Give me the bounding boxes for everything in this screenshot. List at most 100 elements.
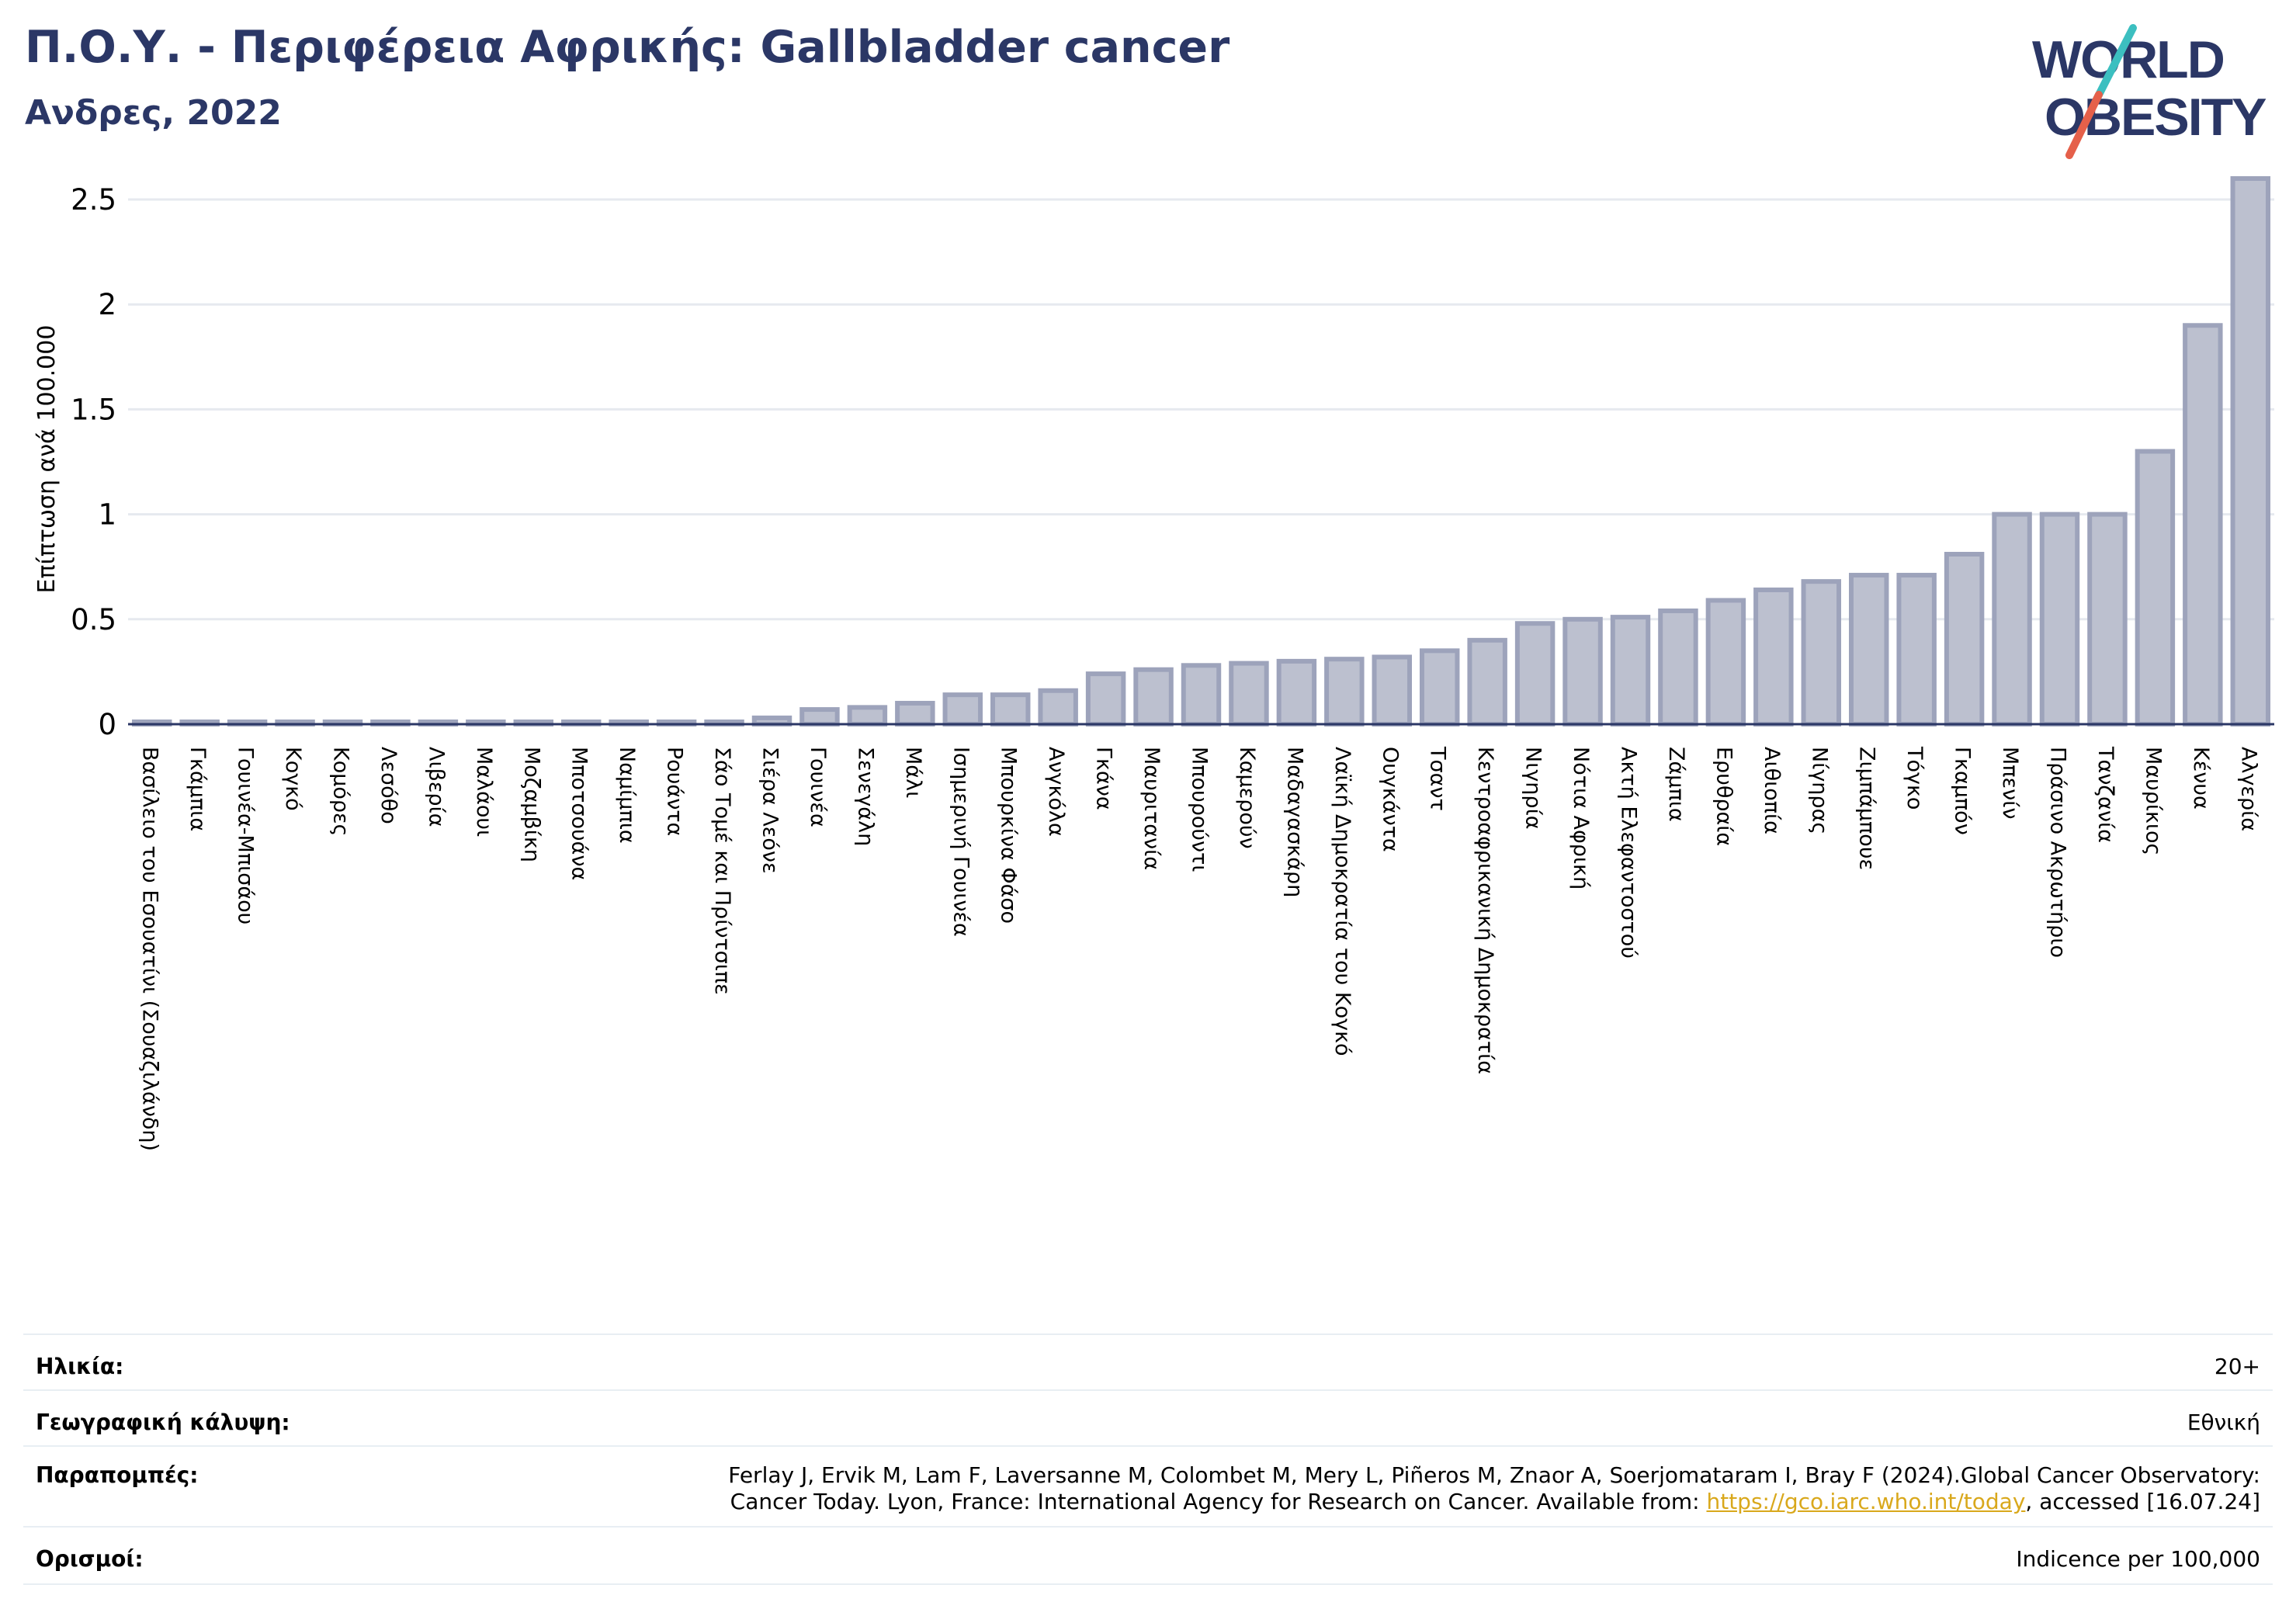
x-tick-label: Αλγερία (2236, 747, 2260, 831)
logo-slash-teal (2092, 24, 2137, 105)
x-tick-label: Μαυριτανία (1139, 747, 1164, 870)
logo-slash-red (2065, 91, 2103, 159)
x-tick-label: Καμερούν (1235, 747, 1259, 849)
meta-row-coverage: Γεωγραφική κάλυψη: Εθνική (23, 1389, 2273, 1447)
x-tick-label: Αιθιοπία (1760, 747, 1784, 834)
bar (1467, 637, 1507, 727)
bar (2135, 449, 2176, 727)
x-tick-label: Σενεγάλη (853, 747, 877, 846)
age-label: Ηλικία: (36, 1354, 124, 1379)
references-line-2-prefix: Cancer Today. Lyon, France: Internationa… (730, 1489, 1707, 1514)
x-tick-label: Μποτσουάνα (567, 747, 591, 880)
x-tick-label: Κεντροαφρικανική Δημοκρατία (1473, 747, 1497, 1074)
bar (990, 692, 1031, 727)
x-tick-label: Γκάνα (1092, 747, 1116, 810)
bar (895, 700, 935, 727)
x-tick-label: Κομόρες (329, 747, 353, 837)
bar (2087, 512, 2128, 727)
references-link[interactable]: https://gco.iarc.who.int/today (1706, 1489, 2026, 1514)
references-line-1: Ferlay J, Ervik M, Lam F, Laversanne M, … (728, 1462, 2260, 1488)
meta-row-references: Παραπομπές: Ferlay J, Ervik M, Lam F, La… (23, 1445, 2273, 1528)
x-tick-label: Ουγκάντα (1378, 747, 1402, 852)
bar (1038, 688, 1078, 727)
bar (1658, 608, 1698, 727)
bar (1896, 573, 1937, 727)
x-tick-label: Τόγκο (1902, 746, 1927, 810)
x-tick-label: Κογκό (281, 747, 305, 811)
references-label: Παραπομπές: (36, 1462, 199, 1488)
references-line-2: Cancer Today. Lyon, France: Internationa… (728, 1489, 2260, 1515)
bar (1562, 616, 1603, 727)
bar (942, 692, 983, 727)
coverage-value: Εθνική (2187, 1410, 2260, 1435)
x-tick-label: Γουινέα (806, 747, 830, 827)
x-tick-label: Ζιμπάμπουε (1855, 747, 1879, 870)
x-tick-label: Μπενίν (1998, 747, 2022, 819)
x-tick-label: Μάλι (901, 747, 925, 798)
y-tick-label: 2.5 (71, 183, 116, 217)
bar (1753, 587, 1794, 727)
x-tick-label: Μπουρκίνα Φάσο (997, 747, 1021, 924)
world-obesity-logo: WORLD OBESITY (2032, 24, 2268, 159)
x-tick-label: Τσαντ (1426, 746, 1450, 811)
bar (1514, 621, 1556, 727)
x-tick-label: Ζάμπια (1664, 747, 1688, 822)
definitions-label: Ορισμοί: (36, 1546, 144, 1572)
meta-row-age: Ηλικία: 20+ (23, 1333, 2273, 1391)
references-text: Ferlay J, Ervik M, Lam F, Laversanne M, … (728, 1462, 2260, 1515)
x-tick-label: Γουινέα-Μπισάου (234, 747, 258, 924)
x-tick-label: Σάο Τομέ και Πρίντσιπε (710, 747, 734, 995)
bar (1229, 661, 1269, 727)
y-tick-label: 1.5 (71, 393, 116, 426)
bar (2230, 176, 2271, 727)
x-tick-label: Ακτή Ελεφαντοστού (1617, 747, 1641, 959)
bar (847, 705, 888, 727)
x-tick-label: Νίγηρας (1807, 747, 1831, 834)
bar (2183, 323, 2223, 727)
x-tick-label: Ερυθραία (1712, 747, 1736, 846)
bar (1085, 671, 1126, 727)
bar (1610, 615, 1651, 727)
meta-row-definitions: Ορισμοί: Indicence per 100,000 (23, 1526, 2273, 1585)
x-tick-label: Νότια Αφρική (1569, 747, 1593, 890)
x-tick-label: Ρουάντα (663, 747, 687, 836)
chart-title: Π.Ο.Υ. - Περιφέρεια Αφρικής: Gallbladder… (25, 22, 1230, 73)
chart-subtitle: Ανδρες, 2022 (25, 93, 282, 133)
x-tick-label: Λαϊκή Δημοκρατία του Κογκό (1330, 747, 1354, 1056)
bar (1848, 573, 1889, 727)
bar (1133, 667, 1174, 727)
x-tick-label: Νιγηρία (1521, 747, 1545, 830)
x-tick-label: Μοζαμβίκη (519, 747, 543, 862)
x-tick-label: Μαδαγασκάρη (1282, 747, 1306, 897)
x-tick-label: Τανζανία (2093, 746, 2117, 843)
x-tick-label: Ανγκόλα (1044, 747, 1068, 837)
y-axis-title: Επίπτωση ανά 100.000 (33, 325, 61, 594)
x-tick-label: Ναμίμπια (615, 747, 639, 844)
bar (1276, 658, 1317, 727)
bar (1801, 579, 1842, 727)
bar (1705, 598, 1746, 727)
x-tick-label: Βασίλειο του Εσουατίνι (Σουαζιλάνδη) (138, 747, 162, 1151)
x-tick-label: Γκάμπια (186, 747, 210, 831)
x-tick-label: Πράσινο Ακρωτήριο (2046, 747, 2070, 958)
y-tick-label: 1 (98, 498, 116, 532)
x-tick-label: Κένυα (2189, 747, 2213, 810)
x-tick-label: Λεσόθο (376, 747, 401, 824)
bar (799, 707, 840, 727)
x-tick-label: Ισημερινή Γουινέα (949, 747, 973, 937)
coverage-label: Γεωγραφική κάλυψη: (36, 1410, 290, 1435)
y-tick-label: 2 (98, 288, 116, 321)
bar-chart: 0 0.5 1 1.5 2 2.5 Επίπτωση ανά 100.000 Βασίλειο… (33, 176, 2274, 1151)
bar (1944, 551, 1985, 727)
bar (1181, 663, 1222, 727)
bar (1372, 654, 1413, 727)
bar (1992, 512, 2032, 727)
x-tick-label: Γκαμπόν (1951, 747, 1975, 835)
bar (1419, 648, 1460, 727)
x-tick-label: Μαυρίκιος (2141, 747, 2165, 855)
y-tick-label: 0 (98, 708, 116, 741)
x-tick-label: Μπουρούντι (1188, 747, 1212, 872)
bar (1324, 657, 1365, 727)
definitions-value: Indicence per 100,000 (2016, 1546, 2260, 1572)
y-tick-label: 0.5 (71, 603, 116, 636)
